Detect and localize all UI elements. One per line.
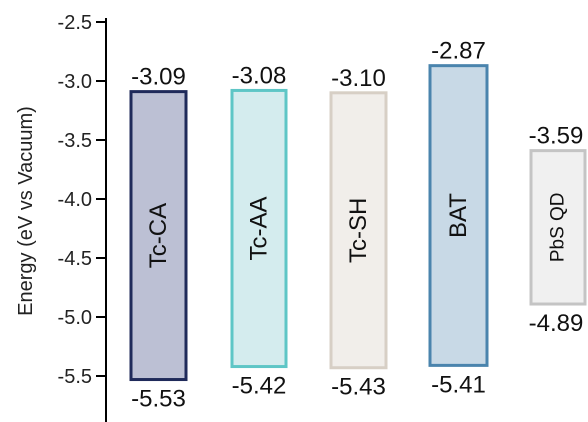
bar-group: -3.59 -4.89 PbS QD: [529, 123, 587, 337]
bars: -3.09 -5.53 Tc-CA -3.08 -5.42 Tc-AA -3.10 -5.43…: [129, 38, 587, 413]
bar-name-label: Tc-SH: [345, 198, 372, 263]
bar: [428, 64, 489, 367]
y-tick-label: -3.0: [58, 71, 92, 93]
y-tick-label: -4.5: [58, 248, 92, 270]
bar-bottom-value-label: -5.41: [431, 371, 486, 398]
bar-bottom-value-label: -5.53: [131, 386, 186, 413]
bar-top-value-label: -3.08: [232, 62, 287, 89]
bar: [230, 88, 288, 369]
bar-bottom-value-label: -5.43: [331, 374, 386, 401]
bar-top-value-label: -3.10: [331, 65, 386, 92]
bar-group: -2.87 -5.41 BAT: [428, 38, 489, 398]
bar-group: -3.08 -5.42 Tc-AA: [230, 62, 288, 400]
bar: [529, 149, 587, 306]
y-axis-title: Energy (eV vs Vacuum): [15, 106, 37, 316]
y-tick-label: -4.0: [58, 189, 92, 211]
bar-name-label: BAT: [445, 193, 472, 238]
y-tick-label: -3.5: [58, 130, 92, 152]
bar-name-label: Tc-AA: [246, 196, 273, 260]
y-tick-label: -2.5: [58, 12, 92, 34]
bar-name-label: Tc-CA: [145, 203, 172, 268]
y-tick-label: -5.5: [58, 366, 92, 388]
bar: [329, 91, 388, 370]
bar-bottom-value-label: -4.89: [529, 310, 584, 337]
bar: [129, 90, 188, 382]
y-tick-label: -5.0: [58, 307, 92, 329]
bar-bottom-value-label: -5.42: [232, 373, 287, 400]
bar-top-value-label: -2.87: [431, 38, 486, 65]
bar-top-value-label: -3.59: [529, 123, 584, 150]
bar-top-value-label: -3.09: [131, 64, 186, 91]
bar-group: -3.10 -5.43 Tc-SH: [329, 65, 388, 401]
y-axis: -2.5 -3.0 -3.5 -4.0 -4.5 -5.0 -5.5: [58, 12, 107, 422]
bar-group: -3.09 -5.53 Tc-CA: [129, 64, 188, 413]
bar-name-label: PbS QD: [548, 192, 569, 262]
